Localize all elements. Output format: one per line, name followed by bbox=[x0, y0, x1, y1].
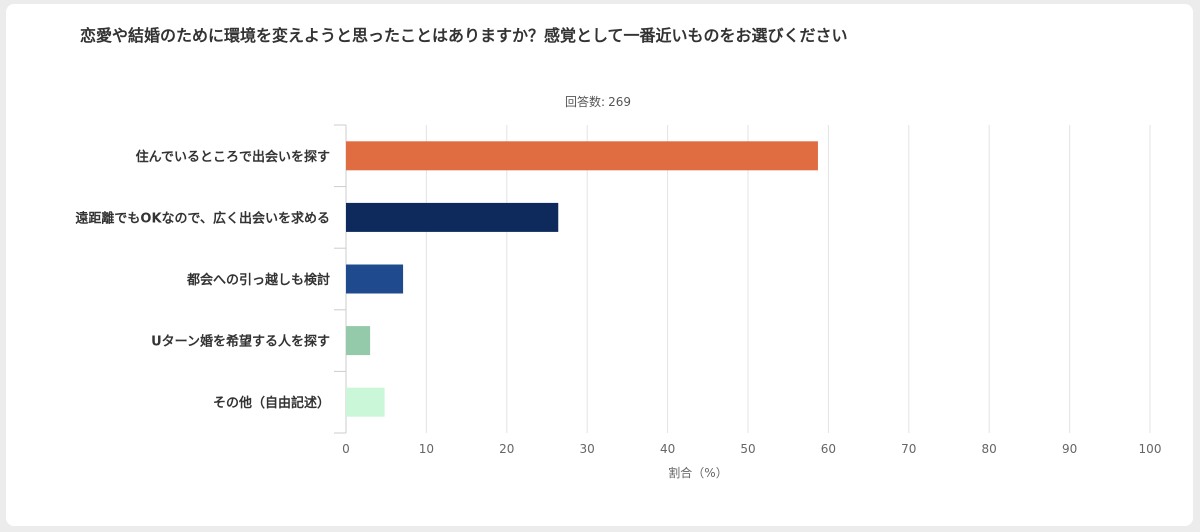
x-tick-label: 30 bbox=[580, 442, 595, 456]
x-tick-label: 0 bbox=[342, 442, 350, 456]
x-tick-label: 40 bbox=[660, 442, 675, 456]
category-label: 住んでいるところで出会いを探す bbox=[136, 149, 330, 165]
x-axis-label: 割合（%） bbox=[668, 465, 727, 480]
response-count: 回答数: 269 bbox=[548, 93, 648, 110]
bar bbox=[346, 387, 385, 417]
x-tick-label: 50 bbox=[740, 442, 755, 456]
x-tick-label: 10 bbox=[419, 442, 434, 456]
x-tick-label: 60 bbox=[821, 442, 836, 456]
response-count-separator: : bbox=[601, 95, 606, 109]
chart-title: 恋愛や結婚のために環境を変えようと思ったことはありますか？感覚として一番近いもの… bbox=[80, 26, 848, 45]
bar bbox=[346, 264, 404, 294]
response-count-value: 269 bbox=[608, 95, 631, 109]
bar bbox=[346, 141, 818, 171]
category-label: Uターン婚を希望する人を探す bbox=[151, 334, 330, 350]
category-label: その他（自由記述） bbox=[213, 395, 330, 411]
x-tick-label: 100 bbox=[1139, 442, 1162, 456]
bar bbox=[346, 326, 371, 356]
x-tick-label: 90 bbox=[1062, 442, 1077, 456]
x-tick-label: 80 bbox=[982, 442, 997, 456]
category-label: 都会への引っ越しも検討 bbox=[186, 272, 330, 288]
chart-card bbox=[6, 4, 1193, 526]
response-count-label: 回答数 bbox=[565, 95, 602, 109]
bar bbox=[346, 202, 559, 232]
category-label: 遠距離でもOKなので、広く出会いを求める bbox=[75, 210, 330, 226]
x-tick-label: 70 bbox=[901, 442, 916, 456]
x-tick-label: 20 bbox=[499, 442, 514, 456]
